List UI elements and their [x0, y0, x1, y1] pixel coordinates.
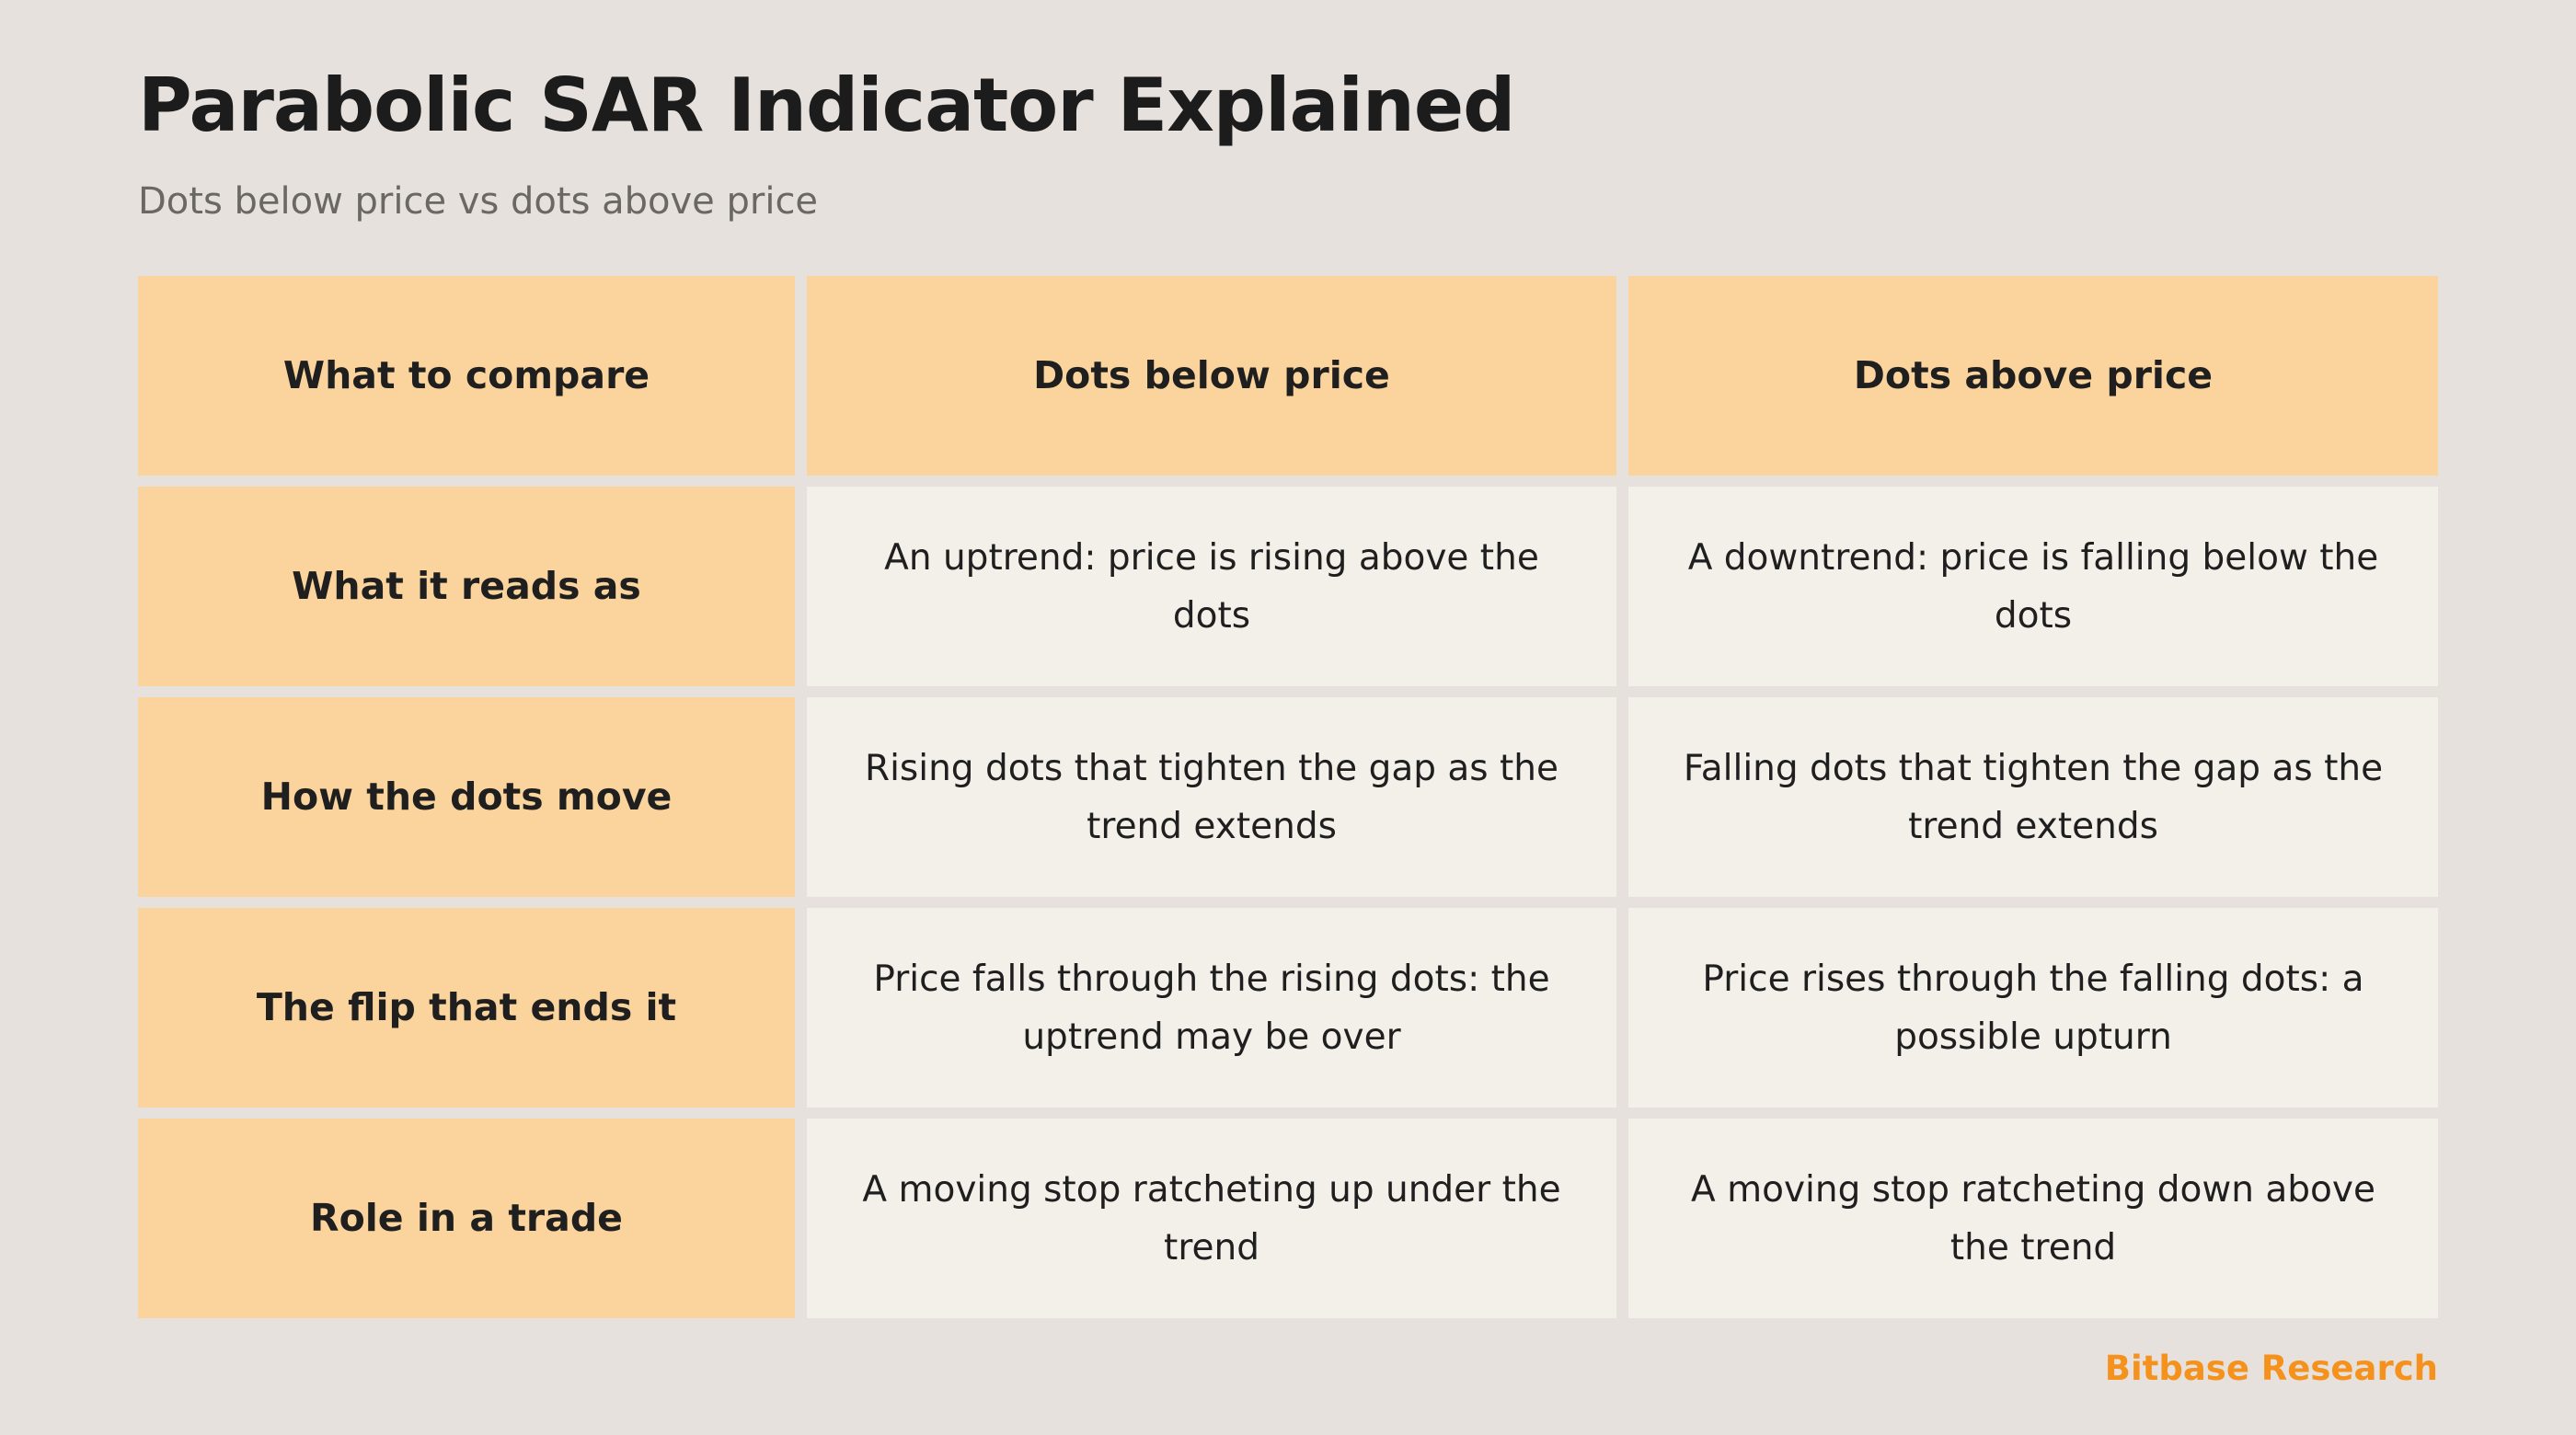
row-label-the-flip-that-ends-it: The flip that ends it: [138, 908, 795, 1108]
cell-role-below: A moving stop ratcheting up under the tr…: [807, 1119, 1616, 1318]
cell-role-above: A moving stop ratcheting down above the …: [1628, 1119, 2438, 1318]
comparison-table: What to compare Dots below price Dots ab…: [138, 276, 2438, 1318]
header-dots-above-price: Dots above price: [1628, 276, 2438, 476]
cell-flip-below: Price falls through the rising dots: the…: [807, 908, 1616, 1108]
cell-dots-move-above: Falling dots that tighten the gap as the…: [1628, 697, 2438, 897]
row-label-role-in-a-trade: Role in a trade: [138, 1119, 795, 1318]
cell-reads-as-below: An uptrend: price is rising above the do…: [807, 487, 1616, 686]
cell-reads-as-above: A downtrend: price is falling below the …: [1628, 487, 2438, 686]
brand-credit: Bitbase Research: [2104, 1349, 2438, 1388]
header-dots-below-price: Dots below price: [807, 276, 1616, 476]
page: Parabolic SAR Indicator Explained Dots b…: [138, 0, 2438, 1435]
row-label-what-it-reads-as: What it reads as: [138, 487, 795, 686]
page-subtitle: Dots below price vs dots above price: [138, 180, 819, 223]
cell-dots-move-below: Rising dots that tighten the gap as the …: [807, 697, 1616, 897]
header-what-to-compare: What to compare: [138, 276, 795, 476]
page-title: Parabolic SAR Indicator Explained: [138, 63, 1515, 148]
cell-flip-above: Price rises through the falling dots: a …: [1628, 908, 2438, 1108]
row-label-how-the-dots-move: How the dots move: [138, 697, 795, 897]
